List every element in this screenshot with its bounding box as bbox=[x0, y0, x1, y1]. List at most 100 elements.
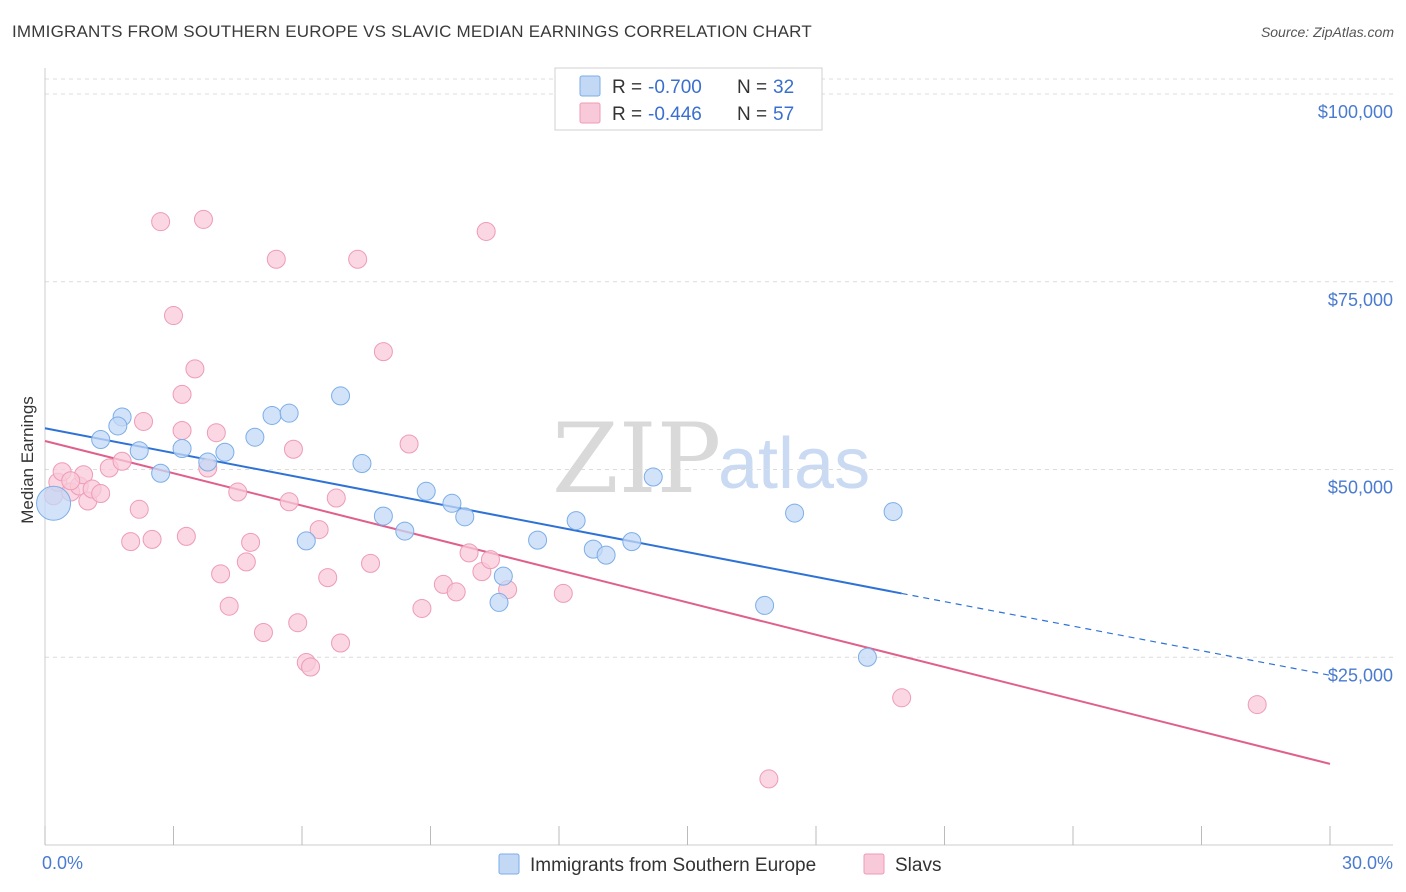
point-pink-27 bbox=[236, 552, 256, 572]
point-blue-15 bbox=[373, 506, 393, 526]
point-pink-25 bbox=[219, 596, 239, 616]
point-pink-39 bbox=[331, 633, 351, 653]
y-axis-label: Median Earnings bbox=[18, 396, 37, 524]
legend-n-label-0: N = bbox=[737, 77, 767, 98]
point-blue-0 bbox=[36, 485, 72, 521]
point-pink-14 bbox=[142, 529, 162, 549]
point-pink-56 bbox=[61, 471, 81, 491]
point-blue-18 bbox=[442, 493, 462, 513]
point-pink-21 bbox=[193, 209, 213, 229]
point-blue-3 bbox=[108, 416, 128, 436]
point-blue-9 bbox=[245, 427, 265, 447]
point-pink-32 bbox=[283, 439, 303, 459]
point-blue-5 bbox=[151, 463, 171, 483]
point-pink-23 bbox=[206, 423, 226, 443]
legend-n-value-1: 57 bbox=[773, 104, 794, 125]
point-pink-41 bbox=[361, 553, 381, 573]
point-blue-16 bbox=[395, 521, 415, 541]
legend: R = -0.700 N = 32 R = -0.446 N = 57 bbox=[554, 67, 823, 131]
point-pink-8 bbox=[91, 484, 111, 504]
point-pink-13 bbox=[134, 411, 154, 431]
point-pink-52 bbox=[553, 583, 573, 603]
point-pink-40 bbox=[348, 249, 368, 269]
chart-title: IMMIGRANTS FROM SOUTHERN EUROPE VS SLAVI… bbox=[12, 22, 812, 41]
bottom-legend: Immigrants from Southern Europe Slavs bbox=[498, 853, 941, 876]
point-pink-31 bbox=[279, 492, 299, 512]
point-pink-55 bbox=[1247, 695, 1267, 715]
point-blue-22 bbox=[528, 530, 548, 550]
point-blue-11 bbox=[279, 403, 299, 423]
point-blue-29 bbox=[785, 503, 805, 523]
point-pink-33 bbox=[288, 613, 308, 633]
point-blue-14 bbox=[352, 454, 372, 474]
point-blue-27 bbox=[643, 467, 663, 487]
point-pink-10 bbox=[112, 451, 132, 471]
point-pink-18 bbox=[172, 384, 192, 404]
point-blue-12 bbox=[296, 531, 316, 551]
bottom-legend-label-0: Immigrants from Southern Europe bbox=[530, 855, 816, 876]
point-pink-50 bbox=[476, 221, 496, 241]
point-pink-43 bbox=[399, 434, 419, 454]
point-pink-12 bbox=[129, 499, 149, 519]
y-tick-label-0: $25,000 bbox=[1328, 665, 1393, 685]
x-tick-label-1: 30.0% bbox=[1342, 853, 1393, 873]
source-label: Source: ZipAtlas.com bbox=[1260, 24, 1394, 40]
point-blue-30 bbox=[857, 647, 877, 667]
point-pink-30 bbox=[266, 249, 286, 269]
trend-line-blue-extension bbox=[901, 592, 1331, 676]
point-pink-47 bbox=[459, 543, 479, 563]
watermark-zip: ZIP bbox=[552, 403, 721, 515]
point-blue-4 bbox=[129, 441, 149, 461]
data-points bbox=[36, 209, 1267, 789]
point-pink-17 bbox=[172, 420, 192, 440]
point-pink-38 bbox=[326, 488, 346, 508]
point-pink-35 bbox=[301, 657, 321, 677]
point-blue-7 bbox=[198, 452, 218, 472]
x-tick-label-0: 0.0% bbox=[42, 853, 83, 873]
point-pink-46 bbox=[446, 582, 466, 602]
point-pink-49 bbox=[480, 550, 500, 570]
point-blue-19 bbox=[455, 507, 475, 527]
point-blue-17 bbox=[416, 481, 436, 501]
bottom-legend-label-1: Slavs bbox=[895, 855, 941, 876]
point-blue-23 bbox=[566, 511, 586, 531]
x-axis-ticks: 0.0% 30.0% bbox=[42, 853, 1393, 873]
point-pink-36 bbox=[309, 520, 329, 540]
point-pink-29 bbox=[253, 622, 273, 642]
bottom-legend-swatch-pink bbox=[863, 853, 885, 875]
point-blue-10 bbox=[262, 405, 282, 425]
point-pink-53 bbox=[759, 769, 779, 789]
point-pink-28 bbox=[241, 532, 261, 552]
point-blue-26 bbox=[622, 532, 642, 552]
legend-r-value-0: -0.700 bbox=[648, 77, 702, 98]
legend-swatch-blue bbox=[579, 75, 601, 97]
point-pink-42 bbox=[373, 342, 393, 362]
point-pink-26 bbox=[228, 482, 248, 502]
point-pink-20 bbox=[185, 359, 205, 379]
watermark-atlas: atlas bbox=[718, 424, 870, 504]
point-pink-15 bbox=[151, 212, 171, 232]
point-blue-8 bbox=[215, 442, 235, 462]
legend-swatch-pink bbox=[579, 102, 601, 124]
axes bbox=[44, 68, 1393, 846]
point-pink-11 bbox=[121, 532, 141, 552]
point-blue-21 bbox=[493, 566, 513, 586]
point-blue-20 bbox=[489, 592, 509, 612]
point-pink-37 bbox=[318, 568, 338, 588]
legend-n-value-0: 32 bbox=[773, 77, 794, 98]
point-blue-31 bbox=[883, 502, 903, 522]
legend-r-label-1: R = bbox=[612, 104, 642, 125]
point-pink-54 bbox=[892, 688, 912, 708]
point-pink-44 bbox=[412, 598, 432, 618]
point-blue-13 bbox=[331, 386, 351, 406]
point-blue-25 bbox=[596, 545, 616, 565]
point-blue-6 bbox=[172, 438, 192, 458]
y-axis-ticks: $25,000 $50,000 $75,000 $100,000 bbox=[1318, 102, 1393, 685]
legend-r-value-1: -0.446 bbox=[648, 104, 702, 125]
bottom-legend-swatch-blue bbox=[498, 853, 520, 875]
legend-n-label-1: N = bbox=[737, 104, 767, 125]
point-pink-24 bbox=[211, 564, 231, 584]
point-pink-16 bbox=[164, 306, 183, 326]
legend-r-label-0: R = bbox=[612, 77, 642, 98]
